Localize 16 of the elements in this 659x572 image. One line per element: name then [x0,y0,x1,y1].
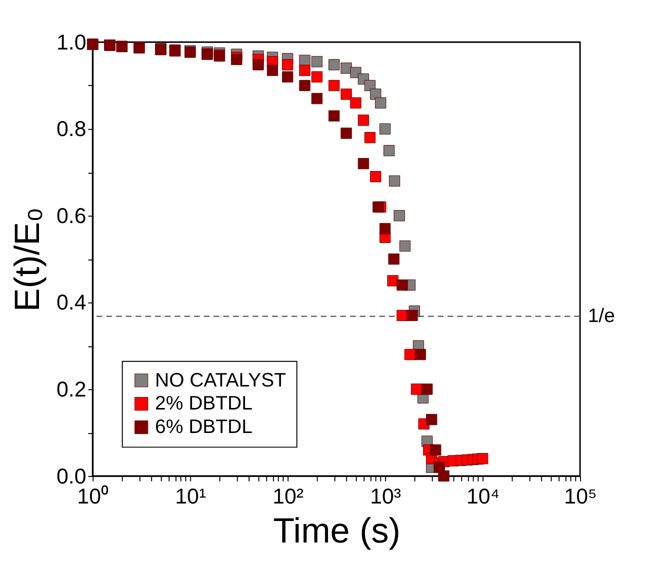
y-tick-label: 0.2 [56,378,86,402]
y-tick-label: 1.0 [56,30,86,54]
x-tick-label: 10² [272,484,304,509]
x-axis-title: Time (s) [273,512,400,551]
y-tick-label: 0.6 [56,204,86,228]
legend-label: 2% DBTDL [155,392,253,415]
legend-label: NO CATALYST [155,369,286,392]
x-tick-label: 10¹ [175,484,206,509]
y-axis-title: E(t)/E₀ [8,207,47,312]
ref-line-label: 1/e [588,305,615,328]
x-tick-label: 10³ [370,484,402,509]
y-tick-label: 0.8 [56,117,86,142]
legend-label: 6% DBTDL [155,416,253,438]
x-tick-label: 10⁵ [564,484,597,509]
x-tick-label: 10⁴ [466,484,500,509]
y-tick-label: 0.4 [56,290,86,315]
